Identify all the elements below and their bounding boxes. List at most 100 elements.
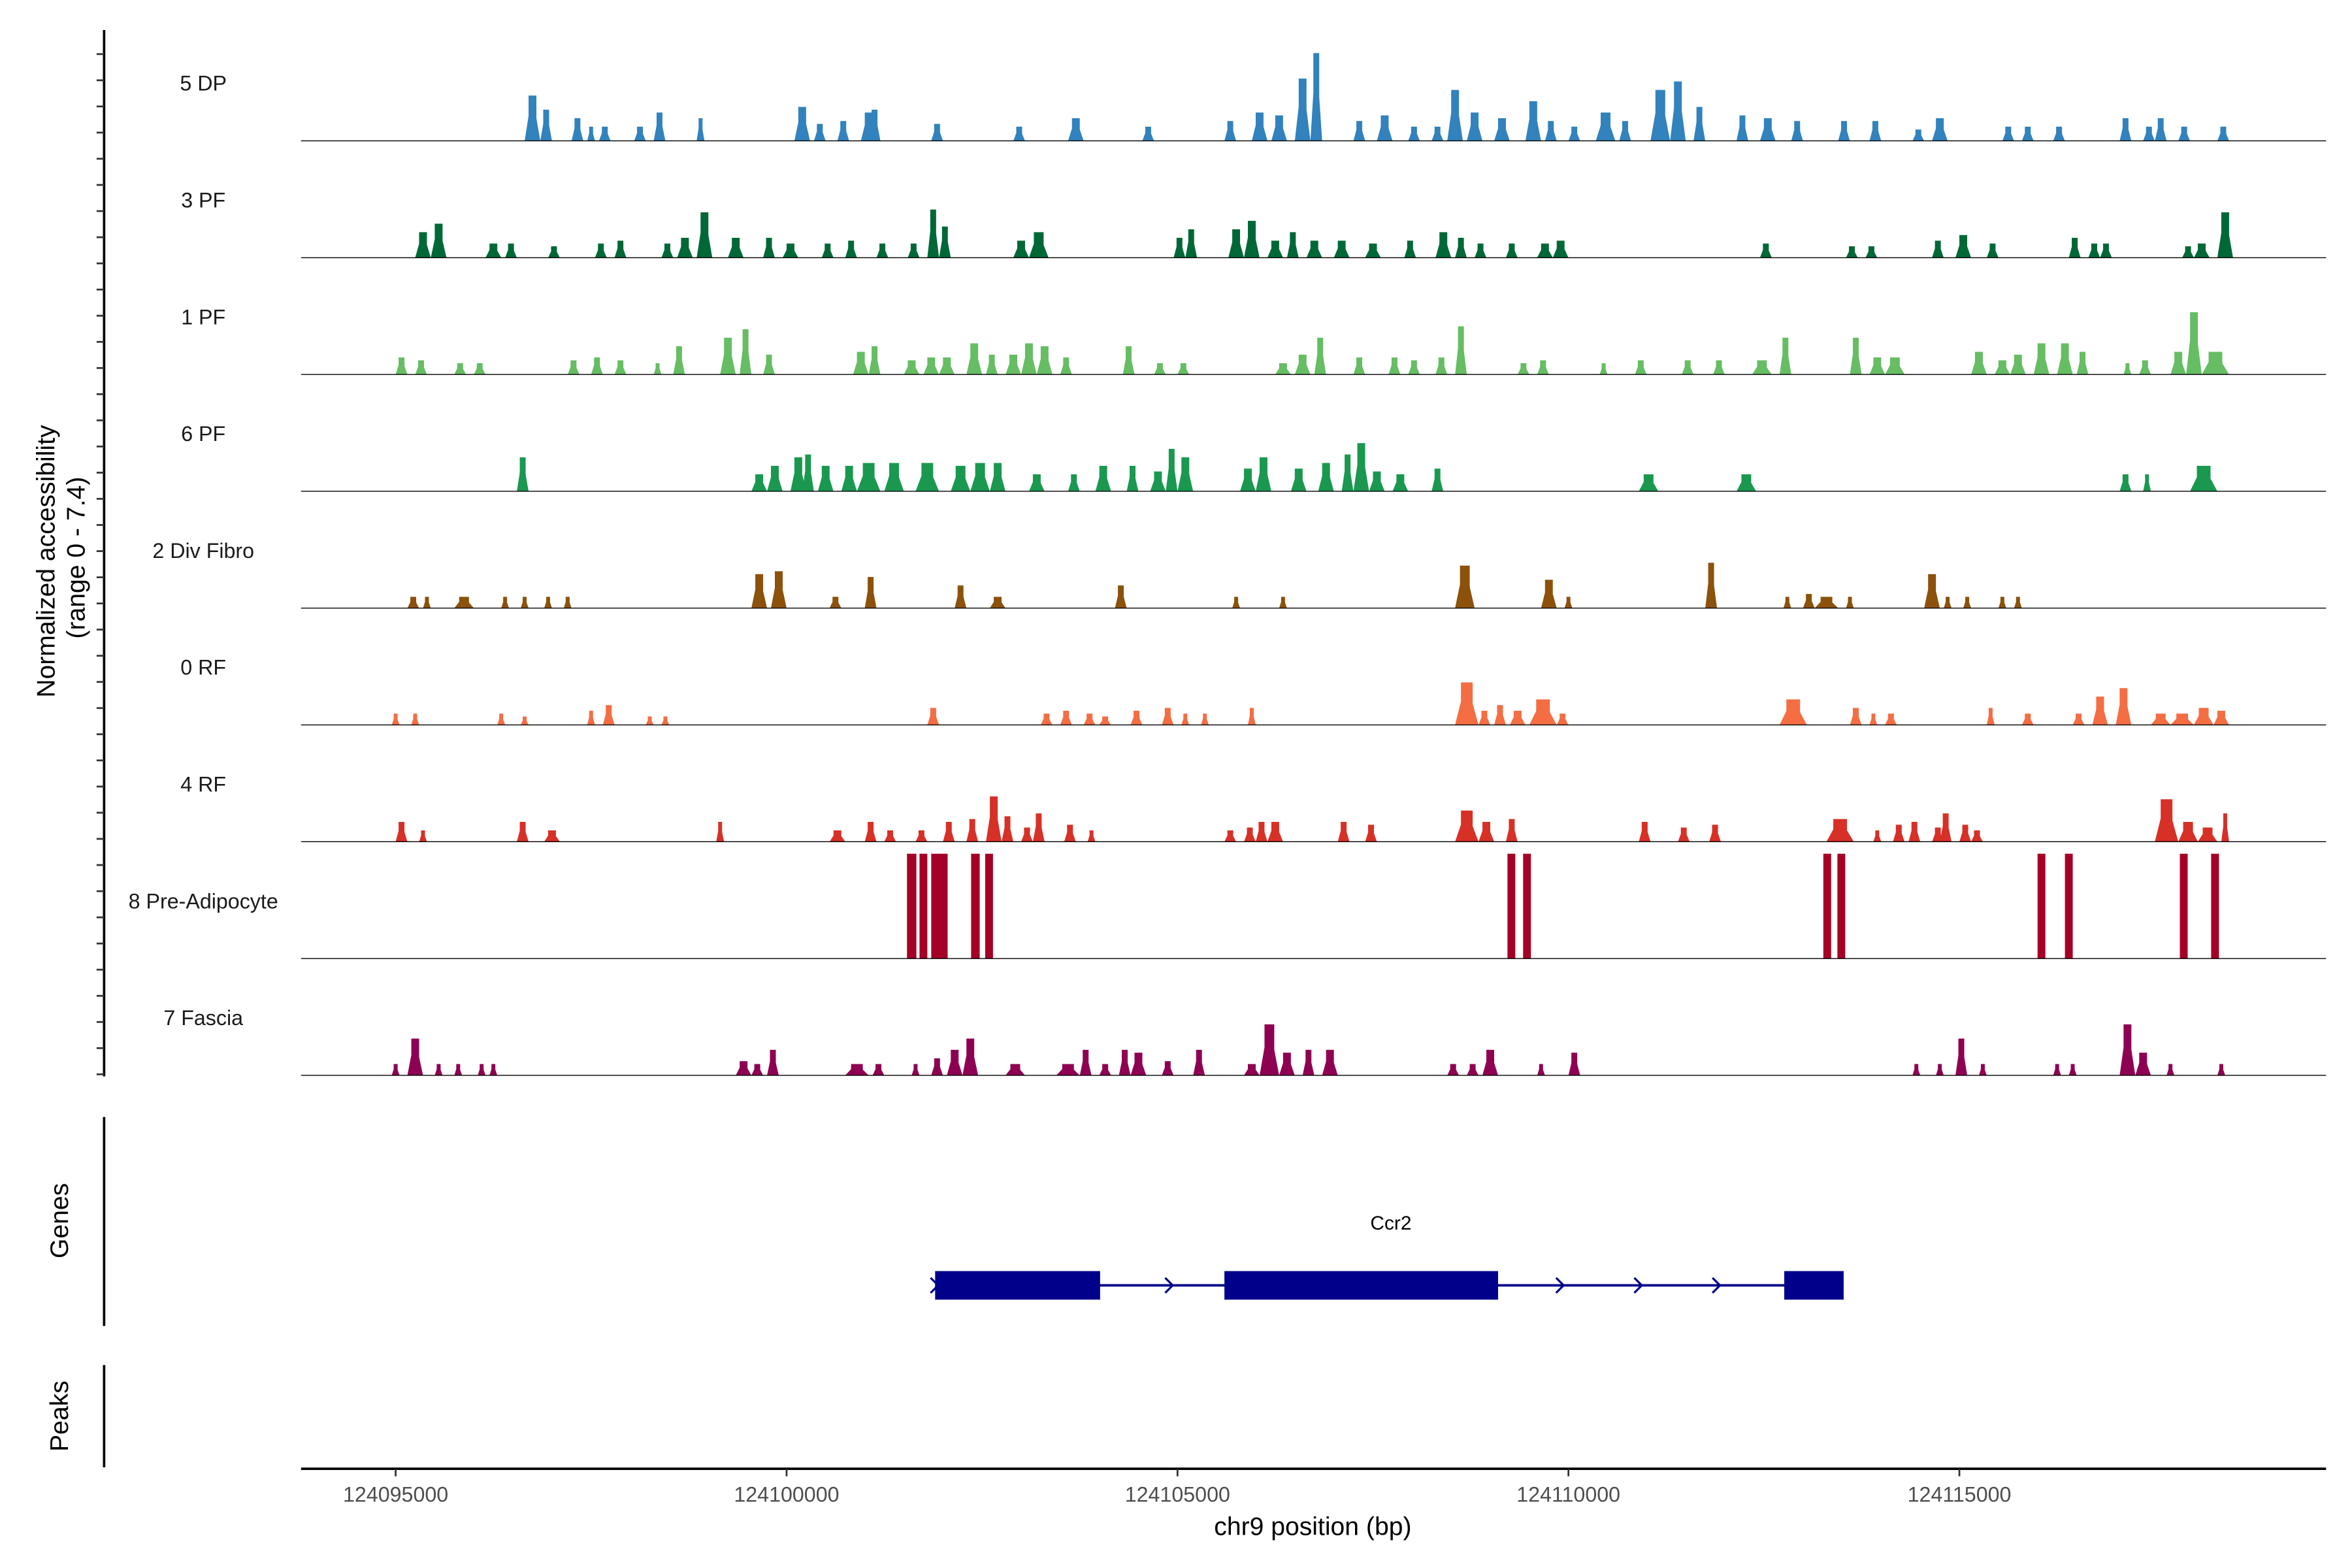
coverage-peak xyxy=(395,357,408,375)
coverage-peak xyxy=(927,708,939,725)
coverage-peak xyxy=(2186,312,2202,375)
coverage-peak xyxy=(1455,682,1479,725)
coverage-peak xyxy=(1275,363,1291,375)
coverage-peak xyxy=(1431,126,1444,141)
coverage-peak xyxy=(947,1049,963,1075)
coverage-peak xyxy=(1682,360,1694,375)
coverage-peak xyxy=(1759,118,1776,141)
coverage-y-axis xyxy=(96,30,106,1077)
coverage-peak xyxy=(1978,1064,1987,1075)
coverage-peak xyxy=(986,354,998,375)
coverage-peak xyxy=(634,126,646,141)
coverage-peak xyxy=(1115,585,1127,608)
coverage-peak xyxy=(915,463,939,491)
gene-track: Ccr2 xyxy=(930,1213,1844,1300)
track-label: 4 RF xyxy=(180,773,226,796)
coverage-peak xyxy=(985,853,993,959)
strand-arrow-icon xyxy=(1164,1277,1175,1294)
coverage-peak xyxy=(521,596,529,608)
coverage-peak xyxy=(614,240,627,258)
coverage-peak xyxy=(2170,713,2195,725)
coverage-peak xyxy=(1122,346,1135,375)
coverage-peak xyxy=(1505,243,1518,258)
x-axis-tick-label: 124115000 xyxy=(1908,1483,2012,1507)
coverage-peak xyxy=(2180,853,2188,959)
coverage-peak xyxy=(1693,106,1706,141)
coverage-peak xyxy=(2194,708,2213,725)
coverage-peak xyxy=(736,1061,752,1075)
coverage-peak xyxy=(1294,78,1311,141)
coverage-peak xyxy=(2072,713,2085,725)
coverage-peak xyxy=(1079,1049,1092,1075)
coverage-peak xyxy=(1783,596,1791,608)
coverage-peak xyxy=(911,1064,920,1075)
coverage-peak xyxy=(1369,471,1385,491)
strand-arrow-icon xyxy=(930,1277,940,1294)
track-label: 6 PF xyxy=(181,422,225,446)
coverage-peak xyxy=(1185,229,1198,258)
coverage-peak xyxy=(2178,822,2198,842)
coverage-peak xyxy=(2033,343,2050,375)
coverage-peak xyxy=(1333,240,1350,258)
coverage-peak xyxy=(2135,1053,2151,1075)
coverage-peak xyxy=(1252,112,1267,141)
coverage-peak xyxy=(1568,1053,1580,1075)
coverage-peak xyxy=(2119,474,2132,491)
coverage-peak xyxy=(2198,827,2217,842)
coverage-peak xyxy=(1353,443,1369,491)
coverage-peak xyxy=(1705,563,1718,608)
track-1-pf: 1 PF xyxy=(181,305,2327,375)
strand-arrow-icon xyxy=(1633,1277,1644,1294)
coverage-peak xyxy=(1940,813,1952,842)
coverage-peak xyxy=(1893,825,1905,842)
coverage-peak xyxy=(971,853,980,959)
coverage-peak xyxy=(1736,474,1756,491)
gene-label: Ccr2 xyxy=(1370,1213,1411,1234)
coverage-peak xyxy=(2100,243,2112,258)
coverage-peak xyxy=(1885,357,1905,375)
coverage-peak xyxy=(591,357,603,375)
coverage-peak xyxy=(955,585,967,608)
coverage-peak xyxy=(505,243,517,258)
coverage-peak xyxy=(2053,126,2065,141)
coverage-peak xyxy=(1377,115,1393,141)
coverage-peak xyxy=(563,596,572,608)
coverage-peak xyxy=(696,212,713,258)
coverage-peak xyxy=(876,243,889,258)
coverage-peak xyxy=(2151,713,2171,725)
coverage-peak xyxy=(986,796,1002,842)
coverage-peak xyxy=(1365,825,1377,842)
coverage-peak xyxy=(864,577,877,608)
coverage-peak xyxy=(1595,112,1616,141)
coverage-peak xyxy=(1970,830,1983,842)
coverage-peak xyxy=(411,713,419,725)
coverage-peak xyxy=(939,357,955,375)
coverage-peak xyxy=(1244,221,1260,258)
coverage-peak xyxy=(1255,457,1271,491)
y-axis-title: Normalized accessibility (range 0 - 7.4) xyxy=(32,418,90,698)
coverage-peak xyxy=(1021,343,1037,375)
coverage-peak xyxy=(1986,708,1995,725)
coverage-peak xyxy=(782,243,798,258)
y-axis-title-line1: Normalized accessibility xyxy=(32,425,60,698)
track-label: 0 RF xyxy=(180,656,226,679)
coverage-peak xyxy=(1005,354,1021,375)
coverage-peak xyxy=(1944,596,1952,608)
coverage-peak xyxy=(497,713,506,725)
coverage-peak xyxy=(525,95,540,141)
coverage-peak xyxy=(868,109,881,141)
coverage-peak xyxy=(2190,465,2217,491)
coverage-peak xyxy=(1709,825,1722,842)
coverage-peak xyxy=(1846,246,1858,258)
coverage-peak xyxy=(857,463,881,491)
coverage-peak xyxy=(751,474,768,491)
coverage-peak xyxy=(1201,713,1209,725)
coverage-peak xyxy=(1310,53,1322,141)
coverage-peak xyxy=(454,363,466,375)
genes-track-label: Genes xyxy=(46,1183,74,1258)
coverage-peak xyxy=(2076,351,2089,375)
coverage-peak xyxy=(547,246,560,258)
gene-exon xyxy=(935,1271,1100,1300)
coverage-peak xyxy=(517,822,529,842)
coverage-peak xyxy=(1154,363,1166,375)
